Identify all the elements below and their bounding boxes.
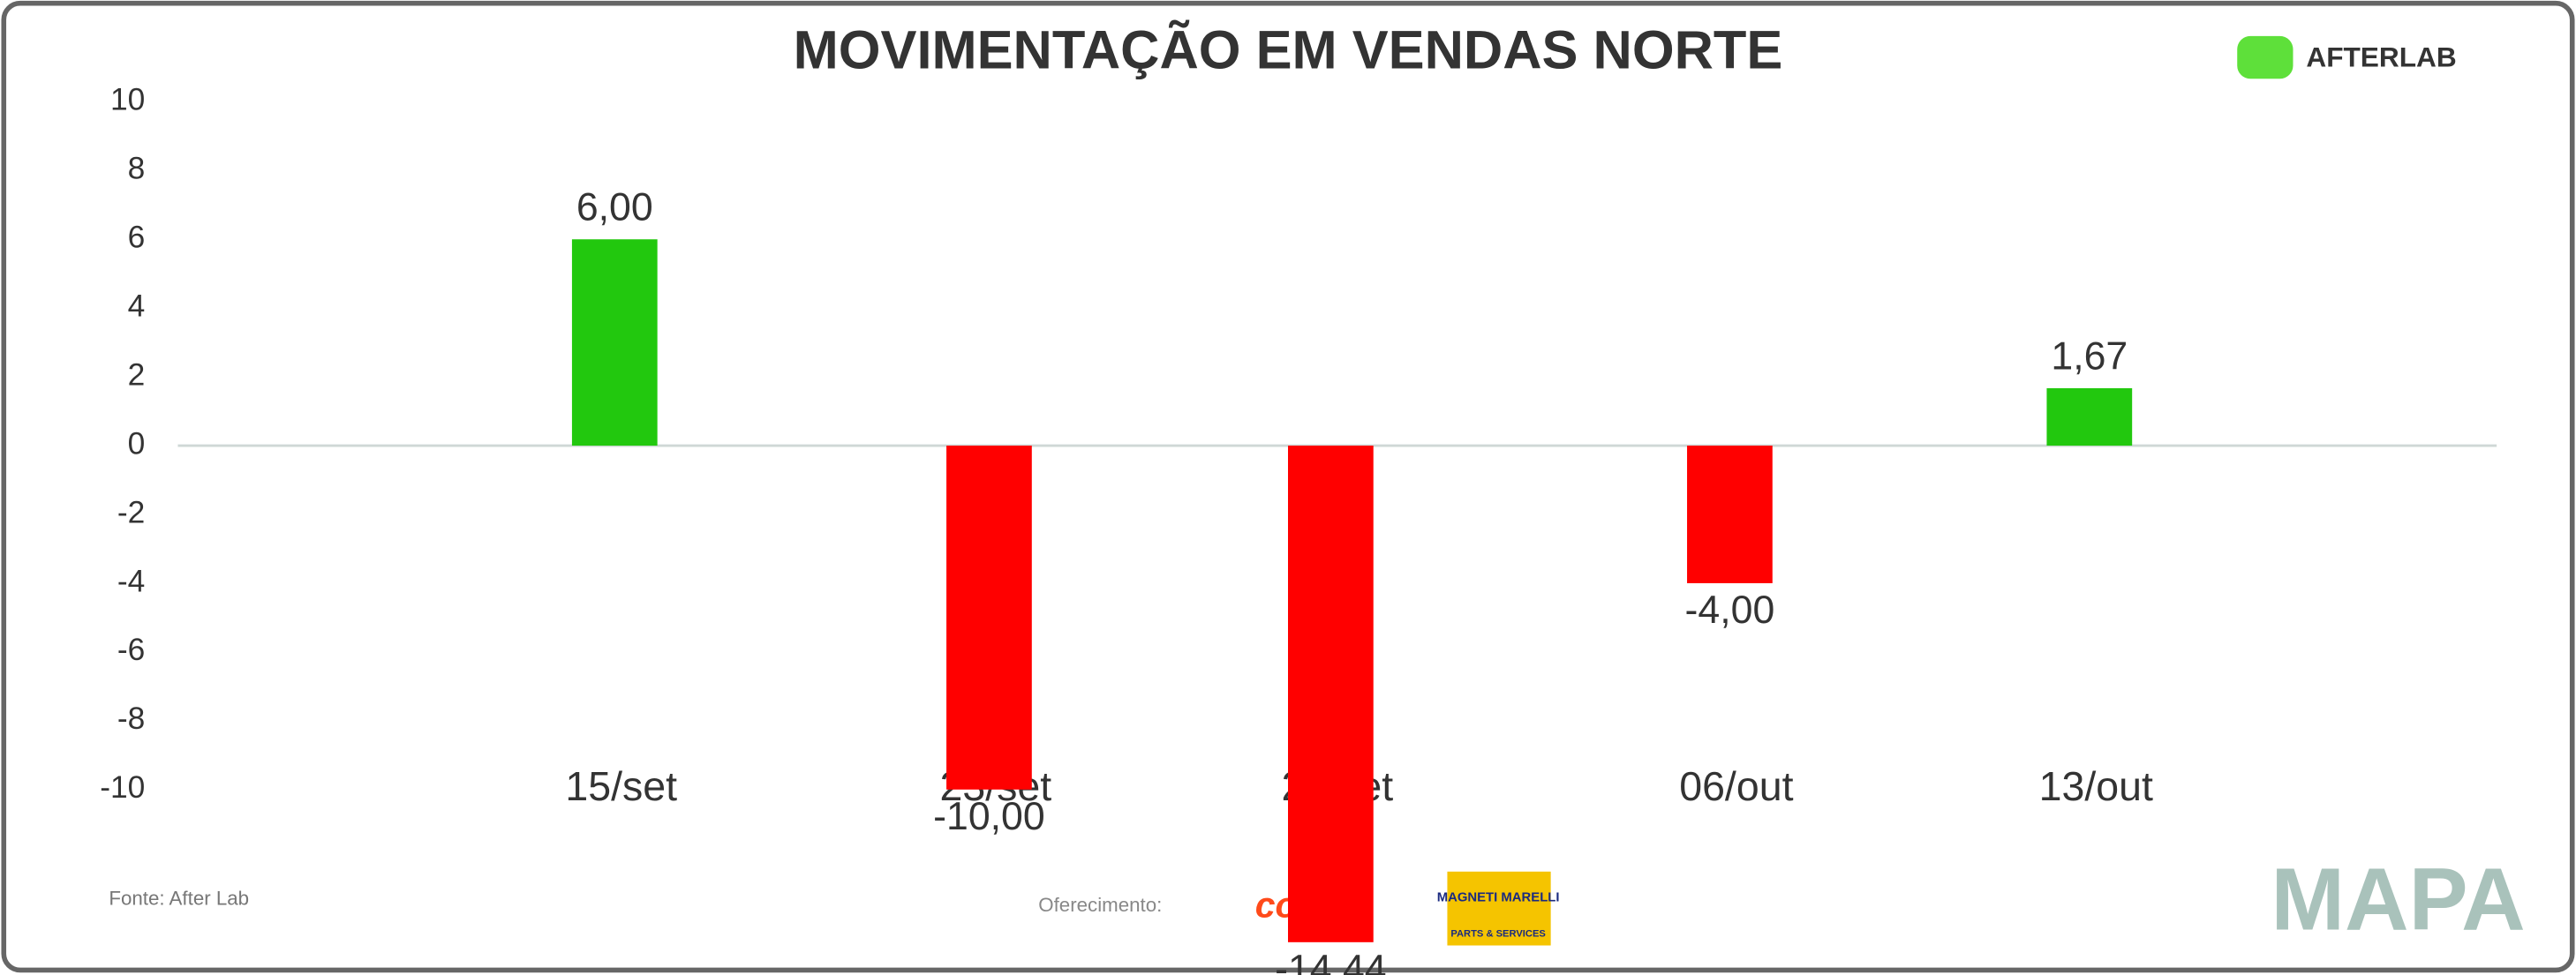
chart-title: MOVIMENTAÇÃO EM VENDAS NORTE bbox=[794, 20, 1783, 81]
y-tick-label: 10 bbox=[110, 83, 145, 117]
value-label: -4,00 bbox=[1685, 589, 1775, 632]
value-label: -14,44 bbox=[1275, 948, 1387, 975]
sponsor-magneti: MAGNETI MARELLI bbox=[1437, 891, 1560, 905]
sponsor-box bbox=[1447, 871, 1551, 946]
y-tick-label: -6 bbox=[117, 633, 145, 667]
y-tick-label: -10 bbox=[100, 770, 145, 805]
x-tick-label: 13/out bbox=[2039, 763, 2153, 809]
source-note: Fonte: After Lab bbox=[109, 887, 249, 909]
y-tick-label: 0 bbox=[128, 426, 146, 461]
brand-icon bbox=[2237, 35, 2294, 79]
y-tick-label: -2 bbox=[117, 495, 145, 529]
bar bbox=[1288, 446, 1374, 942]
sponsor-sub: PARTS & SERVICES bbox=[1450, 928, 1545, 939]
y-tick-label: 8 bbox=[128, 152, 146, 186]
y-tick-label: 2 bbox=[128, 357, 146, 392]
y-tick-label: 4 bbox=[128, 289, 146, 324]
bar bbox=[571, 239, 658, 446]
footer-logo: MAPA bbox=[2271, 850, 2525, 949]
y-tick-label: -8 bbox=[117, 701, 145, 736]
bar bbox=[946, 446, 1032, 790]
bar bbox=[1687, 446, 1773, 583]
sponsor-label: Oferecimento: bbox=[1038, 894, 1162, 916]
y-tick-label: 6 bbox=[128, 221, 146, 255]
y-tick-label: -4 bbox=[117, 564, 145, 598]
value-label: 6,00 bbox=[576, 186, 653, 229]
bar bbox=[2046, 387, 2133, 446]
brand-logo: AFTERLAB bbox=[2306, 41, 2456, 72]
value-label: 1,67 bbox=[2051, 334, 2128, 378]
x-tick-label: 06/out bbox=[1679, 763, 1793, 809]
x-tick-label: 15/set bbox=[565, 763, 677, 809]
value-label: -10,00 bbox=[933, 795, 1045, 838]
